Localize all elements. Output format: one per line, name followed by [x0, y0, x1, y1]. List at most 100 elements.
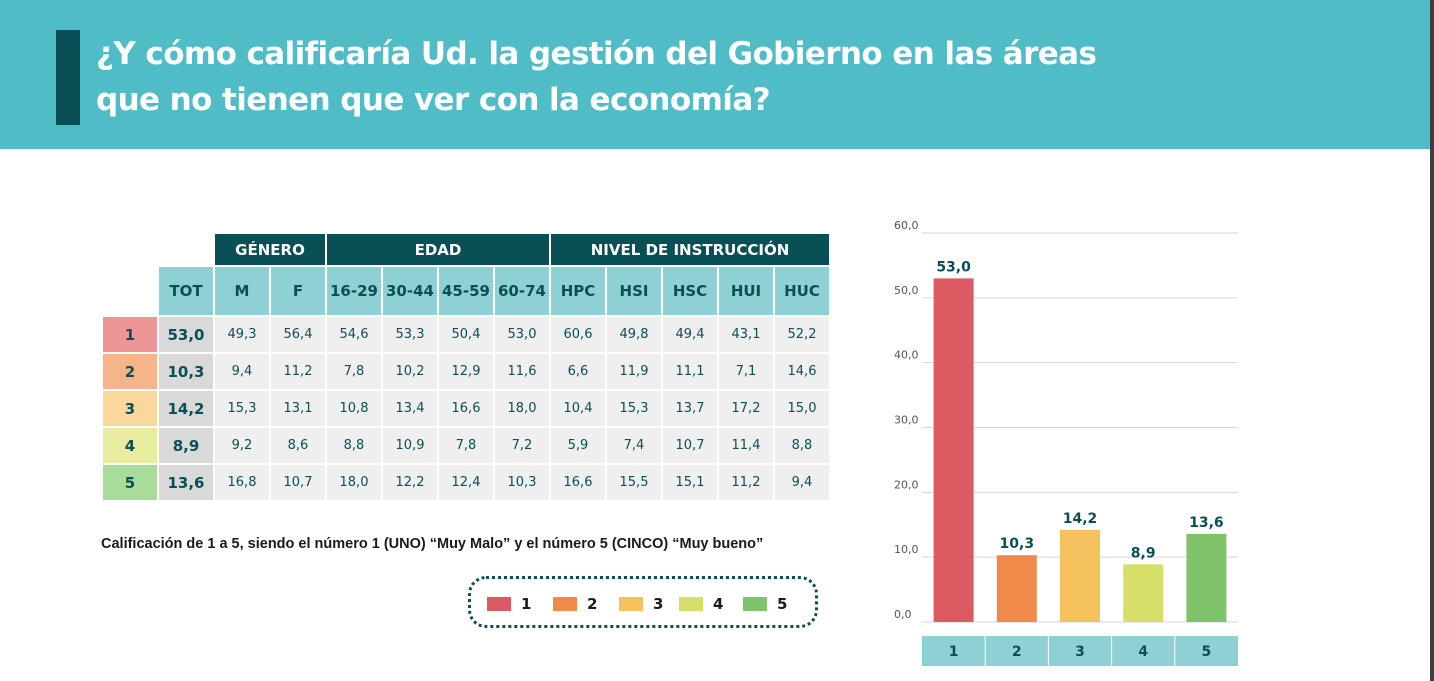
y-tick-label: 50,0 [894, 284, 919, 297]
column-header-row: TOT M F 16-29 30-44 45-59 60-74 HPC HSI … [103, 267, 829, 315]
page-title: ¿Y cómo calificaría Ud. la gestión del G… [96, 31, 1196, 123]
table-cell: 8,6 [271, 428, 325, 463]
total-cell: 53,0 [159, 317, 213, 352]
table-cell: 7,2 [495, 428, 549, 463]
table-row: 2 10,3 9,4 11,2 7,8 10,2 12,9 11,6 6,6 11,9 11,1 7,… [103, 354, 829, 389]
legend-swatch [619, 597, 643, 611]
column-header: M [215, 267, 269, 315]
table-cell: 11,6 [495, 354, 549, 389]
table-row: 3 14,2 15,3 13,1 10,8 13,4 16,6 18,0 10,4 15,3 13,… [103, 391, 829, 426]
row-rating-label: 2 [103, 354, 157, 389]
table-cell: 11,4 [719, 428, 773, 463]
blank-corner [159, 234, 213, 265]
table-cell: 17,2 [719, 391, 773, 426]
table-cell: 6,6 [551, 354, 605, 389]
column-header: HSC [663, 267, 717, 315]
table-cell: 9,2 [215, 428, 269, 463]
table-cell: 14,6 [775, 354, 829, 389]
table-cell: 9,4 [215, 354, 269, 389]
table-cell: 10,3 [495, 465, 549, 500]
table-cell: 10,4 [551, 391, 605, 426]
table-cell: 10,7 [663, 428, 717, 463]
bar [1186, 533, 1227, 622]
group-header-row: GÉNERO EDAD NIVEL DE INSTRUCCIÓN [103, 234, 829, 265]
table-cell: 7,8 [327, 354, 381, 389]
row-rating-label: 4 [103, 428, 157, 463]
table-cell: 11,1 [663, 354, 717, 389]
page-title-line1: ¿Y cómo calificaría Ud. la gestión del G… [96, 36, 1097, 72]
table-row: 4 8,9 9,2 8,6 8,8 10,9 7,8 7,2 5,9 7,4 10,7 11,4 8,8 [103, 428, 829, 463]
table-cell: 15,5 [607, 465, 661, 500]
bar-value-label: 10,3 [1000, 536, 1035, 552]
table-cell: 16,6 [551, 465, 605, 500]
x-tick-label: 5 [1202, 644, 1212, 660]
blank-corner [103, 267, 157, 315]
rating-scale-caption: Calificación de 1 a 5, siendo el número … [101, 536, 764, 552]
table-cell: 16,6 [439, 391, 493, 426]
table-cell: 13,7 [663, 391, 717, 426]
table-cell: 13,1 [271, 391, 325, 426]
bar-value-label: 8,9 [1131, 545, 1156, 561]
column-header: TOT [159, 267, 213, 315]
table-cell: 43,1 [719, 317, 773, 352]
column-header: 60-74 [495, 267, 549, 315]
legend-swatch [487, 597, 511, 611]
row-rating-label: 5 [103, 465, 157, 500]
bar-chart: 0,0 10,0 20,0 30,0 40,0 50,0 60,0 53,0 1 10,3 2 14,… [894, 219, 1238, 666]
legend-item: 1 [487, 595, 531, 613]
y-tick-label: 0,0 [894, 608, 912, 621]
page-title-line2: que no tienen que ver con la economía? [96, 82, 771, 118]
column-header: HUI [719, 267, 773, 315]
table-cell: 53,3 [383, 317, 437, 352]
legend-item: 4 [679, 595, 723, 613]
total-cell: 8,9 [159, 428, 213, 463]
row-rating-label: 3 [103, 391, 157, 426]
y-tick-label: 30,0 [894, 414, 919, 427]
total-cell: 14,2 [159, 391, 213, 426]
table-cell: 11,9 [607, 354, 661, 389]
header-banner [0, 0, 1430, 149]
table-cell: 10,9 [383, 428, 437, 463]
table-cell: 13,4 [383, 391, 437, 426]
table-cell: 18,0 [495, 391, 549, 426]
legend-swatch [743, 597, 767, 611]
legend-item: 5 [743, 595, 787, 613]
legend-swatch [553, 597, 577, 611]
legend-label: 3 [653, 595, 664, 613]
title-accent-bar [56, 30, 80, 125]
total-cell: 13,6 [159, 465, 213, 500]
y-tick-label: 20,0 [894, 478, 919, 491]
bar [933, 278, 974, 622]
table-cell: 15,3 [215, 391, 269, 426]
x-tick-label: 3 [1075, 644, 1085, 660]
table-cell: 60,6 [551, 317, 605, 352]
x-tick-label: 4 [1138, 644, 1148, 660]
table-cell: 11,2 [271, 354, 325, 389]
legend-label: 5 [777, 595, 788, 613]
table-cell: 10,8 [327, 391, 381, 426]
legend-label: 1 [521, 595, 532, 613]
column-header: 16-29 [327, 267, 381, 315]
group-header-edad: EDAD [327, 234, 549, 265]
table-row: 1 53,0 49,3 56,4 54,6 53,3 50,4 53,0 60,6 49,8 49,… [103, 317, 829, 352]
table-cell: 10,2 [383, 354, 437, 389]
table-cell: 8,8 [775, 428, 829, 463]
bar-value-label: 14,2 [1063, 511, 1098, 527]
table-cell: 12,2 [383, 465, 437, 500]
table-cell: 56,4 [271, 317, 325, 352]
results-table: GÉNERO EDAD NIVEL DE INSTRUCCIÓN TOT M F… [101, 232, 831, 502]
y-tick-label: 40,0 [894, 349, 919, 362]
table-cell: 8,8 [327, 428, 381, 463]
column-header: HPC [551, 267, 605, 315]
table-cell: 9,4 [775, 465, 829, 500]
table-cell: 52,2 [775, 317, 829, 352]
table-cell: 49,4 [663, 317, 717, 352]
table-cell: 5,9 [551, 428, 605, 463]
x-tick-label: 1 [949, 644, 959, 660]
column-header: HUC [775, 267, 829, 315]
table-cell: 10,7 [271, 465, 325, 500]
bar [996, 555, 1037, 622]
table-cell: 50,4 [439, 317, 493, 352]
legend-item: 2 [553, 595, 597, 613]
table-cell: 49,3 [215, 317, 269, 352]
